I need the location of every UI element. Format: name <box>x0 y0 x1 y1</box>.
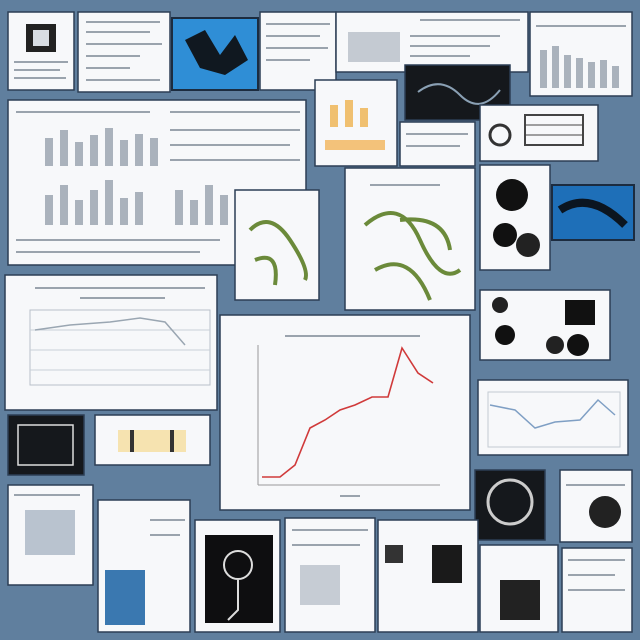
doc-panel <box>399 121 476 167</box>
illustration-panel <box>234 189 320 301</box>
doc-panel <box>259 11 337 91</box>
image-panel <box>194 519 281 633</box>
doc-panel <box>314 79 398 167</box>
image-panel <box>474 469 546 541</box>
bar-chart-panel <box>529 11 633 97</box>
image-panel <box>7 414 85 476</box>
doc-panel <box>7 11 75 91</box>
doc-panel <box>377 519 479 633</box>
doc-panel <box>7 484 94 586</box>
image-panel <box>171 17 259 91</box>
doc-panel <box>561 547 633 633</box>
doc-panel <box>97 499 191 633</box>
doc-panel <box>479 544 559 633</box>
doc-panel <box>335 11 529 73</box>
doc-panel <box>77 11 171 93</box>
line-chart-panel <box>219 314 471 511</box>
image-panel <box>479 164 551 271</box>
line-chart-panel <box>477 379 629 456</box>
doc-panel <box>94 414 211 466</box>
line-chart-panel <box>4 274 218 411</box>
image-panel <box>551 184 635 241</box>
image-panel <box>479 289 611 361</box>
doc-panel <box>284 517 376 633</box>
table-panel <box>479 104 599 162</box>
image-panel <box>559 469 633 543</box>
illustration-panel <box>344 167 476 311</box>
